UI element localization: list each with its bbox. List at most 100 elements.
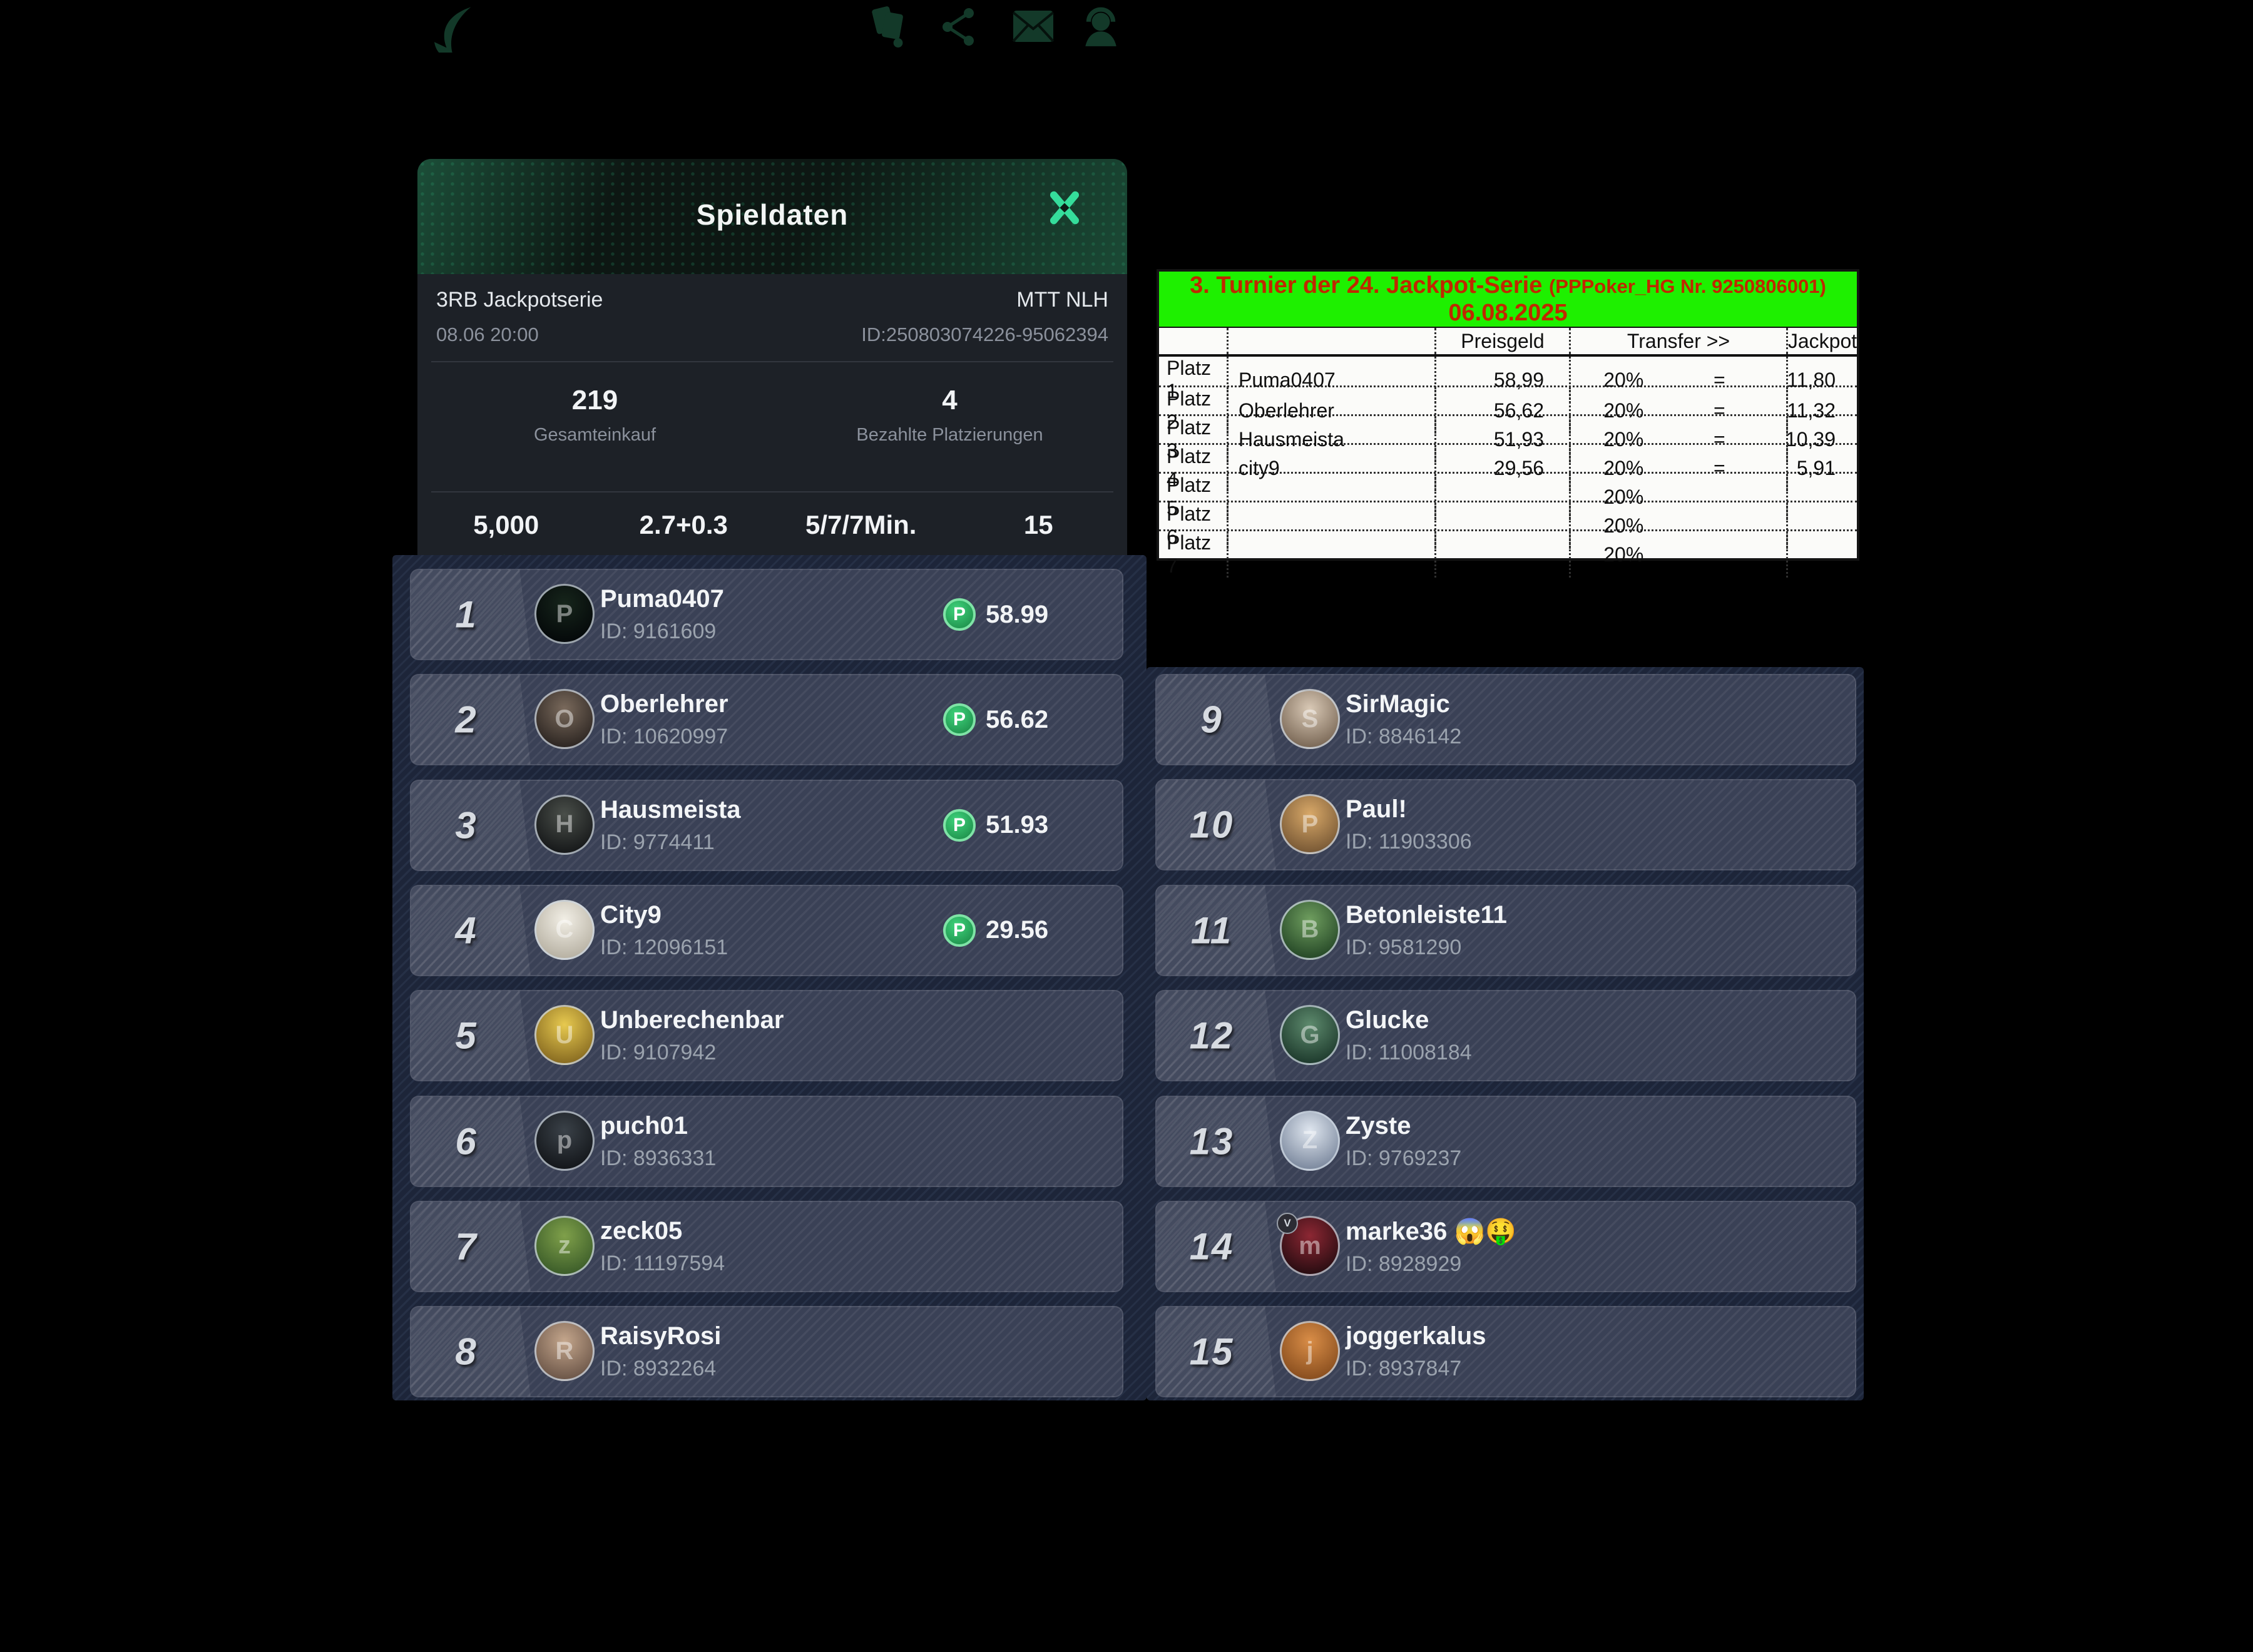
- col-header-jackpot: Jackpot: [1786, 328, 1857, 354]
- back-icon[interactable]: [423, 4, 478, 53]
- avatar: Z: [1280, 1110, 1340, 1171]
- leaderboard-row[interactable]: 14 m V marke36 😱🤑 ID: 8928929 P: [1155, 1201, 1856, 1292]
- payout-transfer: 20% =: [1569, 445, 1786, 491]
- transfer-percent: 20%: [1603, 543, 1644, 566]
- payout-row: Platz 2 Oberlehrer 56,62 20% = 11,32: [1159, 385, 1857, 434]
- player-id: ID: 9581290: [1346, 935, 1462, 959]
- avatar: O: [534, 689, 595, 750]
- player-id: ID: 8932264: [600, 1357, 717, 1381]
- leaderboard-row[interactable]: 1 P Puma0407 ID: 9161609 P 58.99: [410, 569, 1123, 660]
- player-id: ID: 9161609: [600, 620, 717, 643]
- player-name: puch01: [600, 1111, 688, 1140]
- avatar: B: [1280, 899, 1340, 960]
- total-buyin-label: Gesamteinkauf: [533, 425, 656, 445]
- leaderboard-row[interactable]: 2 O Oberlehrer ID: 10620997 P 56.62: [410, 674, 1123, 766]
- player-id: ID: 8928929: [1346, 1252, 1462, 1276]
- payout-row: Platz 3 Hausmeista 51,93 20% = 10,39: [1159, 414, 1857, 462]
- game-type: MTT NLH: [1016, 288, 1108, 312]
- player-name: joggerkalus: [1346, 1322, 1486, 1350]
- player-name: zeck05: [600, 1216, 683, 1245]
- avatar: p: [534, 1110, 595, 1171]
- payout-player-name: Puma0407: [1227, 357, 1434, 403]
- player-id: ID: 9769237: [1346, 1146, 1462, 1170]
- payout-transfer: 20% =: [1569, 416, 1786, 462]
- rank-badge: 8: [411, 1307, 528, 1396]
- rank-number: 14: [1189, 1225, 1234, 1268]
- share-icon[interactable]: [939, 6, 978, 48]
- leaderboard-row[interactable]: 5 U Unberechenbar ID: 9107942 P: [410, 990, 1123, 1082]
- player-id: ID: 8846142: [1346, 725, 1462, 748]
- avatar: H: [534, 794, 595, 855]
- p-coin-icon: P: [943, 703, 976, 737]
- payout-jackpot: [1786, 474, 1857, 520]
- avatar: R: [534, 1321, 595, 1382]
- p-coin-icon: P: [943, 598, 976, 631]
- rank-number: 9: [1200, 698, 1223, 741]
- rank-badge: 5: [411, 991, 528, 1080]
- transfer-equals: =: [1714, 368, 1725, 391]
- support-icon[interactable]: [1080, 5, 1121, 49]
- payout-platz: Platz 5: [1167, 474, 1212, 519]
- player-id: ID: 11903306: [1346, 830, 1472, 854]
- paid-places-label: Bezahlte Platzierungen: [856, 425, 1043, 445]
- transfer-percent: 20%: [1603, 368, 1644, 391]
- cards-icon[interactable]: [866, 5, 907, 49]
- rank-number: 15: [1189, 1330, 1234, 1373]
- leaderboard-row[interactable]: 4 C City9 ID: 12096151 P 29.56: [410, 884, 1123, 976]
- paid-places-value: 4: [942, 385, 958, 416]
- payout-table-header: 3. Turnier der 24. Jackpot-Serie (PPPoke…: [1159, 272, 1857, 327]
- rank-number: 1: [455, 593, 478, 636]
- rank-badge: 9: [1157, 675, 1273, 764]
- prize-amount: P 58.99: [943, 598, 1048, 631]
- payout-title: 3. Turnier der 24. Jackpot-Serie: [1190, 272, 1543, 298]
- rank-number: 3: [455, 804, 478, 847]
- rank-badge: 13: [1157, 1097, 1273, 1186]
- leaderboard-row[interactable]: 7 z zeck05 ID: 11197594 P: [410, 1200, 1123, 1292]
- mail-icon[interactable]: [1011, 9, 1055, 44]
- leaderboard-row[interactable]: 8 R RaisyRosi ID: 8932264 P: [410, 1306, 1123, 1398]
- close-icon[interactable]: [1046, 189, 1083, 227]
- rank-badge: 12: [1157, 991, 1273, 1080]
- rank-number: 2: [455, 698, 478, 741]
- player-id: ID: 9774411: [600, 830, 715, 854]
- payout-preisgeld: [1434, 502, 1569, 549]
- player-id: ID: 9107942: [600, 1041, 717, 1065]
- rank-number: 8: [455, 1330, 478, 1373]
- rank-number: 11: [1190, 909, 1233, 952]
- leaderboard-row[interactable]: 10 P Paul! ID: 11903306 P: [1155, 779, 1856, 871]
- series-name: 3RB Jackpotserie: [436, 288, 603, 312]
- transfer-percent: 20%: [1603, 427, 1644, 451]
- payout-jackpot: 10,39: [1786, 416, 1857, 462]
- leaderboard-row[interactable]: 15 j joggerkalus ID: 8937847 P: [1155, 1306, 1856, 1398]
- payout-player-name: city9: [1227, 445, 1434, 491]
- p-coin-icon: P: [943, 914, 976, 947]
- payout-rows: Platz 1 Puma0407 58,99 20% = 11,80 Platz…: [1159, 357, 1857, 578]
- payout-column-headers: Preisgeld Transfer >> Jackpot: [1159, 327, 1857, 357]
- payout-platz: Platz 3: [1167, 416, 1212, 462]
- leaderboard-row[interactable]: 11 B Betonleiste11 ID: 9581290 P: [1155, 884, 1856, 976]
- avatar: S: [1280, 689, 1340, 749]
- leaderboard-row[interactable]: 9 S SirMagic ID: 8846142 P: [1155, 674, 1856, 765]
- rank-badge: 2: [411, 675, 528, 764]
- starting-stack: 5,000: [473, 510, 539, 539]
- payout-jackpot: [1786, 531, 1857, 578]
- payout-player-name: [1227, 474, 1434, 520]
- payout-row: Platz 1 Puma0407 58,99 20% = 11,80: [1159, 357, 1857, 403]
- rank-badge: 6: [411, 1097, 528, 1186]
- blind-levels: 5/7/7Min.: [805, 510, 917, 539]
- leaderboard-row[interactable]: 13 Z Zyste ID: 9769237 P: [1155, 1095, 1856, 1187]
- rank-number: 13: [1189, 1120, 1234, 1163]
- leaderboard-row[interactable]: 3 H Hausmeista ID: 9774411 P 51.93: [410, 779, 1123, 871]
- rank-badge: 3: [411, 781, 528, 870]
- payout-platz: Platz 2: [1167, 387, 1212, 433]
- rank-badge: 10: [1157, 780, 1273, 869]
- avatar: U: [534, 1005, 595, 1066]
- payout-row: Platz 4 city9 29,56 20% = 5,91: [1159, 443, 1857, 491]
- divider: [431, 491, 1113, 492]
- player-id: ID: 11008184: [1346, 1041, 1472, 1065]
- payout-player-name: [1227, 502, 1434, 549]
- player-id: ID: 8937847: [1346, 1357, 1462, 1381]
- leaderboard-row[interactable]: 12 G Glucke ID: 11008184 P: [1155, 990, 1856, 1082]
- player-name: Oberlehrer: [600, 690, 728, 718]
- leaderboard-row[interactable]: 6 p puch01 ID: 8936331 P: [410, 1095, 1123, 1187]
